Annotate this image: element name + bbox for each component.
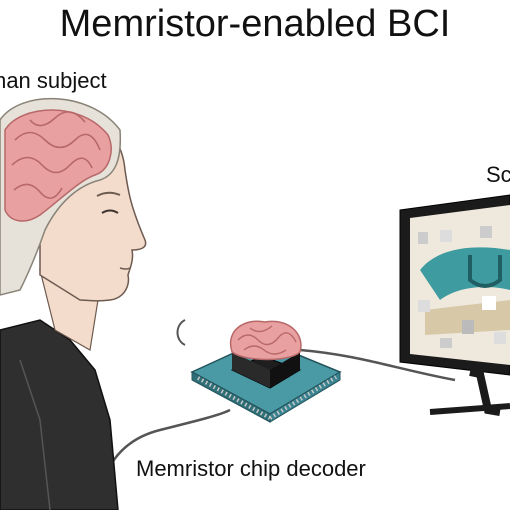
shirt (0, 319, 119, 510)
diagram-title: Memristor-enabled BCI (59, 3, 451, 45)
subject-brain (4, 109, 112, 222)
human-subject-label: man subject (0, 68, 107, 93)
chip-brain (229, 320, 302, 361)
eyebrow (96, 191, 121, 197)
display-u-shape (468, 255, 502, 288)
monitor-stand (469, 368, 501, 416)
chip-to-monitor-cable (299, 348, 456, 382)
human-subject-figure (0, 97, 147, 510)
mouth (119, 267, 131, 270)
chip-lead-cable (176, 319, 186, 346)
memristor-chip (190, 320, 342, 423)
monitor (399, 194, 510, 416)
subject-to-chip-cable (96, 408, 231, 510)
screen-label: Sc (486, 162, 510, 187)
chip-decoder-label: Memristor chip decoder (136, 456, 366, 481)
eye (101, 209, 119, 214)
